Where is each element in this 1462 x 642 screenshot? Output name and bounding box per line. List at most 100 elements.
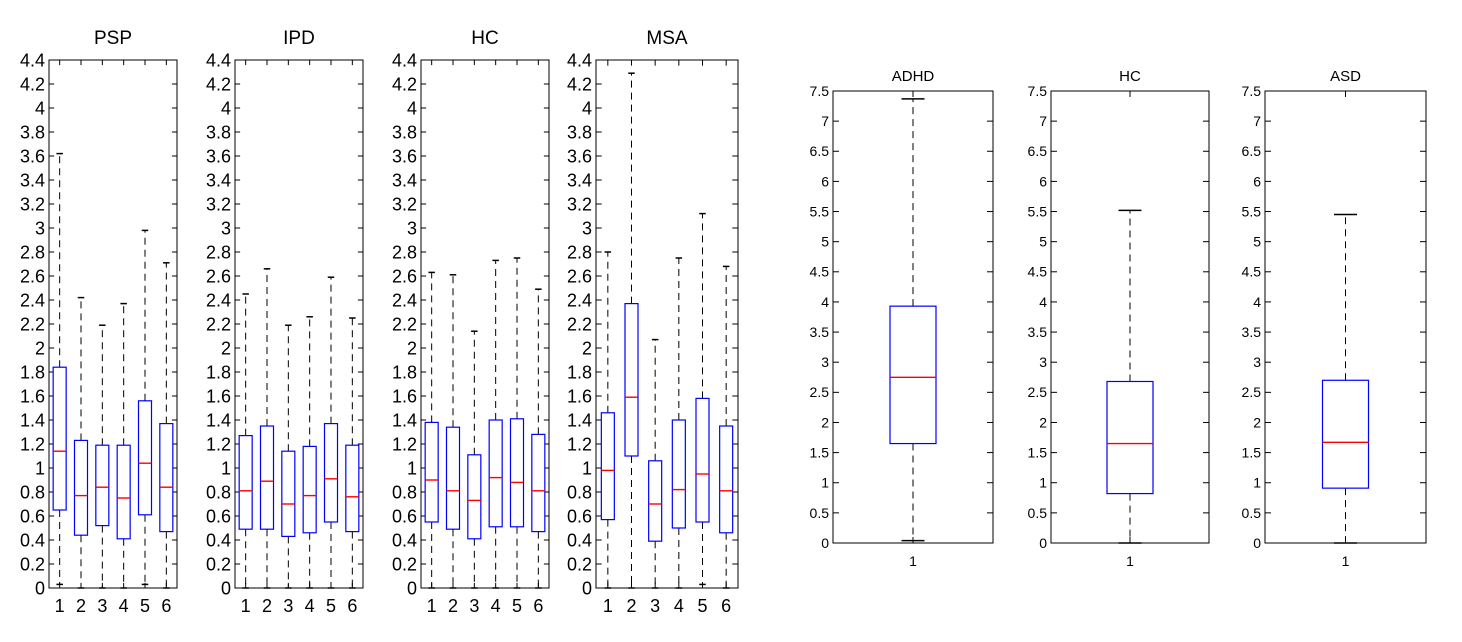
y-tick-label: 3.6: [20, 146, 45, 166]
y-tick-label: 6.5: [1242, 143, 1262, 159]
chart-panel-3: HC 0 0.2 0.4 0.6 0.8 1 1.2 1.4 1.6 1.8 2 2.2 2.4 2.6 2.…: [392, 28, 550, 616]
y-tick-label: 1.5: [810, 445, 830, 461]
y-tick-label: 7: [821, 113, 829, 129]
y-tick-label: 2: [1039, 414, 1047, 430]
chart-title: ASD: [1330, 68, 1361, 85]
box-4: [488, 259, 503, 589]
box-1: [238, 293, 253, 589]
y-tick-label: 3.8: [20, 122, 45, 142]
y-tick-label: 5: [1253, 234, 1261, 250]
y-tick-label: 0: [35, 578, 45, 598]
y-tick-label: 2.4: [206, 290, 231, 310]
box-iqr: [323, 423, 339, 523]
y-tick-label: 3: [1253, 354, 1261, 370]
y-tick-label: 1.4: [206, 410, 231, 430]
x-tick-label: 1: [1342, 553, 1350, 569]
plot-frame: [420, 59, 550, 589]
chart-panel-6: HC 0 0.5 1 1.5 2 2.5 3 3.5 4 4.5 5 5.5 6 6.5 7 7.5 1: [1028, 68, 1210, 569]
x-tick-label: 3: [469, 596, 479, 616]
y-tick-label: 3.4: [206, 170, 231, 190]
box-iqr: [624, 303, 639, 457]
y-tick-label: 0.8: [392, 482, 417, 502]
box-2: [624, 72, 639, 589]
y-tick-label: 1.6: [392, 386, 417, 406]
y-tick-label: 2.4: [20, 290, 45, 310]
box-iqr: [302, 445, 317, 534]
y-tick-label: 3.5: [810, 324, 830, 340]
x-tick-label: 6: [347, 596, 357, 616]
y-tick-label: 4.5: [810, 264, 830, 280]
box-2: [73, 296, 89, 589]
y-tick-label: 7.5: [1028, 83, 1048, 99]
box-iqr: [281, 450, 296, 538]
y-tick-label: 0.4: [20, 530, 45, 550]
y-tick-label: 1.4: [20, 410, 45, 430]
y-tick-label: 0: [821, 535, 829, 551]
y-tick-label: 2.8: [20, 242, 45, 262]
y-tick-label: 0: [582, 578, 592, 598]
y-tick-label: 0.4: [206, 530, 231, 550]
y-tick-label: 2.6: [20, 266, 45, 286]
box-iqr: [238, 435, 253, 530]
y-tick-label: 4.5: [1028, 264, 1048, 280]
y-tick-label: 3.6: [392, 146, 417, 166]
box-iqr: [424, 421, 439, 523]
x-tick-label: 4: [491, 596, 501, 616]
y-tick-label: 3: [35, 218, 45, 238]
y-tick-label: 2.8: [206, 242, 231, 262]
y-tick-label: 2.4: [567, 290, 592, 310]
y-tick-label: 4.2: [206, 74, 231, 94]
chart-title: HC: [471, 28, 498, 49]
y-tick-label: 1.6: [20, 386, 45, 406]
y-tick-label: 1.2: [567, 434, 592, 454]
y-tick-label: 1.2: [206, 434, 231, 454]
chart-panel-4: MSA 0 0.2 0.4 0.6 0.8 1 1.2 1.4 1.6 1.8 2 2.2 2.4 2.6 2…: [567, 28, 739, 616]
y-tick-label: 0: [1253, 535, 1261, 551]
y-tick-label: 3.4: [392, 170, 417, 190]
x-tick-label: 2: [262, 596, 272, 616]
y-tick-label: 1: [1039, 475, 1047, 491]
x-tick-label: 6: [533, 596, 543, 616]
chart-title: HC: [1119, 68, 1141, 85]
y-tick-label: 3.2: [20, 194, 45, 214]
box-1: [52, 152, 67, 586]
y-tick-label: 2: [407, 338, 417, 358]
box-iqr: [671, 419, 686, 529]
box-iqr: [509, 418, 525, 528]
y-tick-label: 3.4: [567, 170, 592, 190]
y-tick-label: 0.2: [567, 554, 592, 574]
box-iqr: [116, 444, 131, 540]
y-tick-label: 4: [1039, 294, 1047, 310]
y-tick-label: 0.2: [392, 554, 417, 574]
y-tick-label: 6.5: [810, 143, 830, 159]
y-tick-label: 1: [407, 458, 417, 478]
box-3: [648, 338, 663, 589]
y-tick-label: 0.5: [810, 505, 830, 521]
y-tick-label: 2: [35, 338, 45, 358]
box-iqr: [719, 425, 734, 534]
box-iqr: [445, 426, 461, 530]
y-tick-label: 2.2: [392, 314, 417, 334]
y-tick-label: 4: [821, 294, 829, 310]
y-tick-label: 1.2: [20, 434, 45, 454]
y-tick-label: 3.8: [206, 122, 231, 142]
box-iqr: [345, 444, 360, 533]
y-tick-label: 2: [821, 414, 829, 430]
y-tick-label: 1.6: [206, 386, 231, 406]
chart-panel-1: PSP 0 0.2 0.4 0.6 0.8 1 1.2 1.4 1.6 1.8 2 2.2 2.4 2.6 2…: [20, 28, 178, 616]
x-tick-label: 2: [626, 596, 636, 616]
box-iqr: [531, 433, 546, 533]
y-tick-label: 6: [1039, 173, 1047, 189]
y-tick-label: 2.2: [567, 314, 592, 334]
y-tick-label: 4: [35, 98, 45, 118]
y-tick-label: 6: [821, 173, 829, 189]
y-tick-label: 0.5: [1242, 505, 1262, 521]
y-tick-label: 3.2: [392, 194, 417, 214]
y-tick-label: 0: [1039, 535, 1047, 551]
y-tick-label: 2: [1253, 414, 1261, 430]
y-tick-label: 7: [1253, 113, 1261, 129]
plot-frame: [234, 59, 364, 589]
plot-frame: [595, 59, 739, 589]
y-tick-label: 5.5: [1028, 203, 1048, 219]
